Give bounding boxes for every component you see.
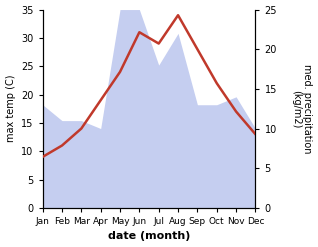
Y-axis label: med. precipitation
(kg/m2): med. precipitation (kg/m2) <box>291 64 313 153</box>
X-axis label: date (month): date (month) <box>108 231 190 242</box>
Y-axis label: max temp (C): max temp (C) <box>5 75 16 143</box>
